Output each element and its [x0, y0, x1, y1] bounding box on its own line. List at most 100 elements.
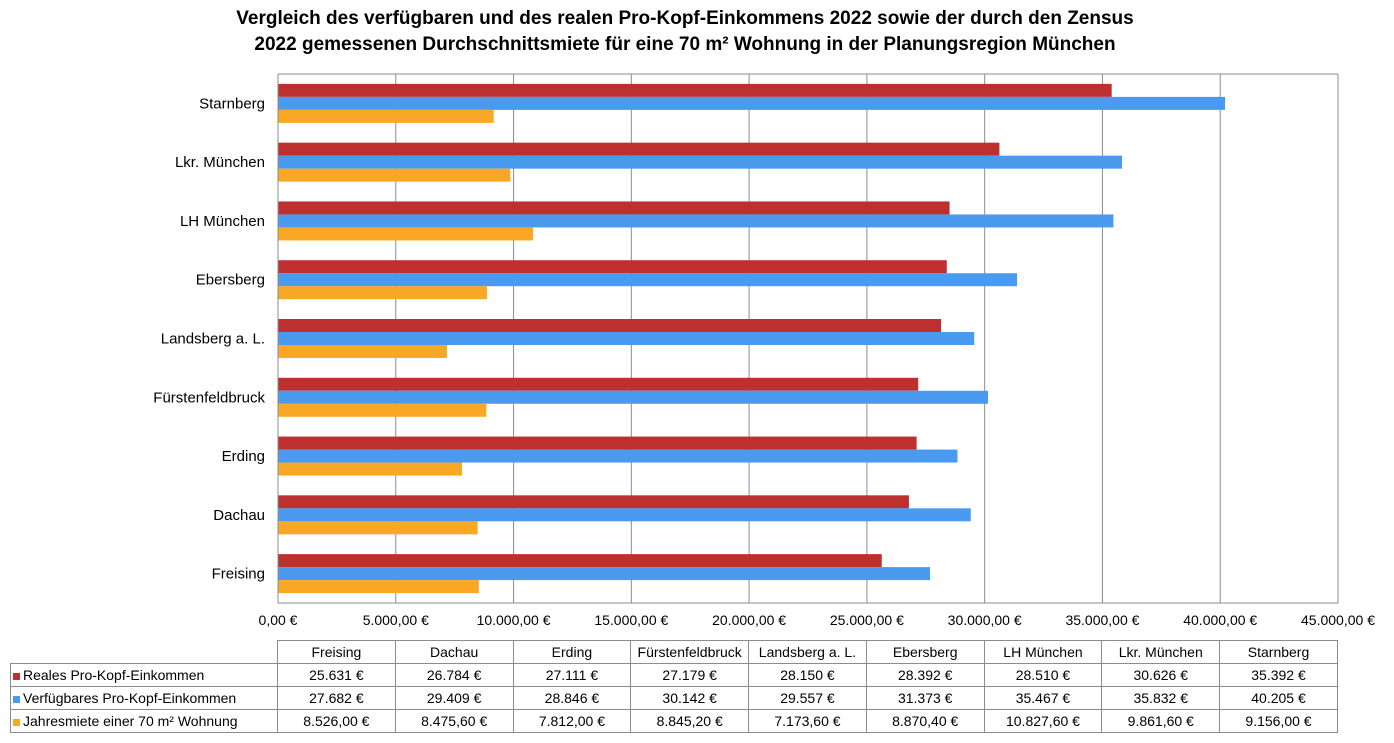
- x-tick-label-2: 10.000,00 €: [477, 612, 551, 628]
- table-cell-3-4: 7.173,60 €: [748, 709, 867, 733]
- table-cell-1-3: 27.179 €: [630, 663, 750, 687]
- table-header-row: Freising Dachau Erding Fürstenfeldbruck Land…: [11, 640, 1338, 664]
- x-tick-label-8: 40.000,00 €: [1183, 612, 1257, 628]
- table-cell-1-4: 28.150 €: [748, 663, 867, 687]
- table-cell-3-8: 9.156,00 €: [1219, 709, 1338, 733]
- bar-2-6: [278, 214, 1114, 228]
- table-column-header-4: Landsberg a. L.: [748, 640, 867, 664]
- table-cell-3-1: 8.475,60 €: [394, 709, 514, 733]
- table-column-header-2: Erding: [512, 640, 632, 664]
- table-column-header-1: Dachau: [394, 640, 514, 664]
- bar-1-3: [278, 377, 919, 391]
- bar-1-5: [278, 260, 947, 274]
- bar-2-1: [278, 508, 971, 522]
- bar-1-1: [278, 495, 909, 509]
- x-tick-label-0: 0,00 €: [259, 612, 298, 628]
- legend-entry-3: Jahresmiete einer 70 m² Wohnung: [10, 709, 278, 733]
- table-cell-1-6: 28.510 €: [983, 663, 1103, 687]
- table-cell-2-0: 27.682 €: [277, 686, 396, 710]
- bar-2-8: [278, 96, 1226, 110]
- y-category-label-5: Ebersberg: [196, 272, 265, 289]
- table-cell-1-5: 28.392 €: [865, 663, 985, 687]
- bar-3-2: [278, 462, 463, 476]
- bar-3-0: [278, 580, 479, 594]
- y-category-label-3: Fürstenfeldbruck: [153, 389, 265, 406]
- table-cell-1-8: 35.392 €: [1219, 663, 1338, 687]
- table-cell-3-5: 8.870,40 €: [865, 709, 985, 733]
- y-category-label-4: Landsberg a. L.: [161, 331, 265, 348]
- bar-1-6: [278, 201, 950, 215]
- x-tick-label-5: 25.000,00 €: [830, 612, 904, 628]
- chart-title: Vergleich des verfügbaren und des realen…: [0, 6, 1370, 58]
- table-cell-2-5: 31.373 €: [865, 686, 985, 710]
- bar-2-0: [278, 567, 931, 581]
- table-cell-3-2: 7.812,00 €: [512, 709, 632, 733]
- table-cell-3-0: 8.526,00 €: [277, 709, 396, 733]
- x-tick-label-9: 45.000,00 €: [1301, 612, 1375, 628]
- table-cell-3-3: 8.845,20 €: [630, 709, 750, 733]
- table-cell-3-6: 10.827,60 €: [983, 709, 1103, 733]
- y-category-label-7: Lkr. München: [175, 154, 265, 171]
- chart-title-line-2: 2022 gemessenen Durchschnittsmiete für e…: [254, 34, 1116, 55]
- x-tick-label-4: 20.000,00 €: [712, 612, 786, 628]
- x-tick-label-6: 30.000,00 €: [948, 612, 1022, 628]
- bar-3-7: [278, 168, 511, 182]
- legend-swatch-1: [13, 672, 20, 680]
- x-tick-label-1: 5.000,00 €: [363, 612, 429, 628]
- y-category-label-1: Dachau: [213, 507, 265, 524]
- legend-label-1: Reales Pro-Kopf-Einkommen: [23, 667, 205, 683]
- y-category-label-6: LH München: [180, 213, 265, 230]
- bar-3-1: [278, 521, 478, 535]
- table-cell-1-1: 26.784 €: [394, 663, 514, 687]
- table-column-header-6: LH München: [983, 640, 1103, 664]
- table-row: Jahresmiete einer 70 m² Wohnung 8.526,00 …: [10, 709, 1338, 733]
- bar-3-5: [278, 286, 487, 300]
- bar-2-4: [278, 332, 975, 345]
- bar-2-3: [278, 390, 989, 404]
- table-cell-2-3: 30.142 €: [630, 686, 750, 710]
- x-tick-label-3: 15.000,00 €: [594, 612, 668, 628]
- table-cell-1-2: 27.111 €: [512, 663, 632, 687]
- bar-1-4: [278, 319, 942, 332]
- bar-1-0: [278, 554, 882, 568]
- legend-label-2: Verfügbares Pro-Kopf-Einkommen: [23, 690, 237, 706]
- legend-swatch-2: [13, 695, 20, 703]
- table-row: Reales Pro-Kopf-Einkommen 25.631 €26.784 …: [10, 663, 1338, 687]
- legend-label-3: Jahresmiete einer 70 m² Wohnung: [23, 713, 238, 729]
- bar-1-8: [278, 83, 1112, 97]
- table-cell-2-8: 40.205 €: [1219, 686, 1338, 710]
- y-category-label-0: Freising: [212, 566, 265, 583]
- bar-3-3: [278, 403, 487, 417]
- table-cell-1-0: 25.631 €: [277, 663, 396, 687]
- table-cell-2-1: 29.409 €: [394, 686, 514, 710]
- bar-1-7: [278, 142, 1000, 156]
- x-tick-label-7: 35.000,00 €: [1065, 612, 1139, 628]
- table-row: Verfügbares Pro-Kopf-Einkommen 27.682 €29…: [10, 686, 1338, 710]
- bar-1-2: [278, 436, 917, 450]
- table-cell-2-2: 28.846 €: [512, 686, 632, 710]
- table-cell-2-7: 35.832 €: [1101, 686, 1221, 710]
- table-column-header-0: Freising: [277, 640, 396, 664]
- bar-3-6: [278, 227, 534, 241]
- y-category-label-2: Erding: [222, 448, 265, 465]
- bar-3-4: [278, 345, 447, 358]
- table-corner: [11, 641, 278, 664]
- data-table: Freising Dachau Erding Fürstenfeldbruck Land…: [10, 640, 1338, 733]
- bar-2-5: [278, 273, 1018, 287]
- table-cell-3-7: 9.861,60 €: [1101, 709, 1221, 733]
- table-column-header-3: Fürstenfeldbruck: [630, 640, 750, 664]
- legend-swatch-3: [13, 718, 20, 726]
- chart-plot: 0,00 € 5.000,00 € 10.000,00 € 15.000,00 € 20…: [153, 73, 1375, 628]
- legend-entry-1: Reales Pro-Kopf-Einkommen: [10, 663, 278, 687]
- bar-2-2: [278, 449, 958, 463]
- legend-entry-2: Verfügbares Pro-Kopf-Einkommen: [10, 686, 278, 710]
- chart-title-line-1: Vergleich des verfügbaren und des realen…: [236, 8, 1134, 29]
- table-column-header-8: Starnberg: [1219, 640, 1338, 664]
- bar-3-8: [278, 109, 494, 123]
- y-category-label-8: Starnberg: [199, 95, 265, 112]
- table-column-header-7: Lkr. München: [1101, 640, 1221, 664]
- table-cell-2-4: 29.557 €: [748, 686, 867, 710]
- table-cell-1-7: 30.626 €: [1101, 663, 1221, 687]
- table-cell-2-6: 35.467 €: [983, 686, 1103, 710]
